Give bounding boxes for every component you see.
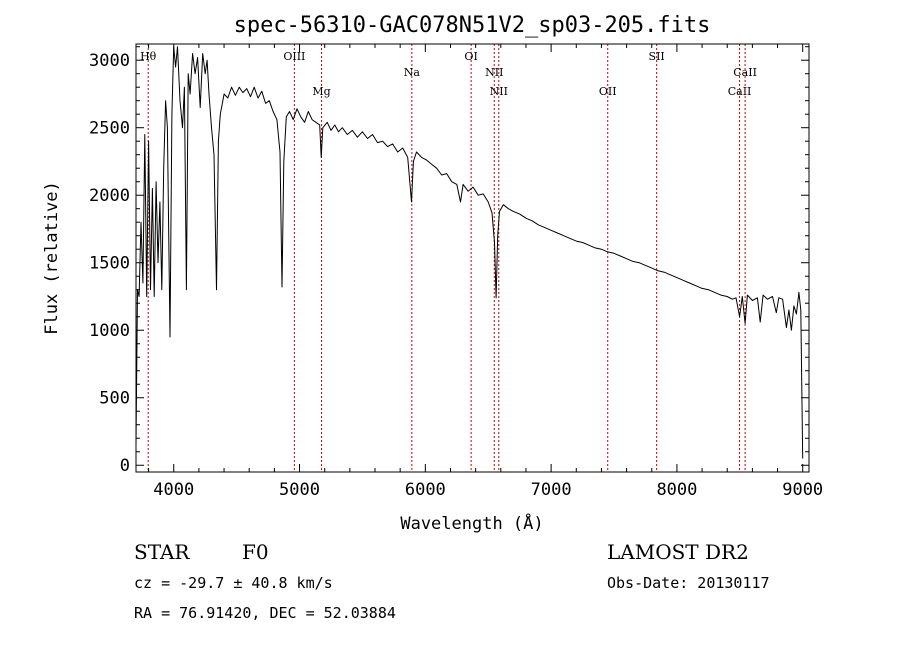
coordinates-label: RA = 76.91420, DEC = 52.03884: [134, 604, 396, 622]
annotation-label: CaII: [733, 66, 757, 79]
y-tick-label: 2000: [89, 186, 130, 206]
spectrum-series-layer: [135, 46, 804, 459]
y-axis-ticks: 0 500 1000 1500 2000 2500 3000: [89, 46, 809, 476]
x-tick-label: 9000: [782, 480, 823, 500]
obs-date-label: Obs-Date: 20130117: [607, 574, 770, 592]
object-class-label: STAR: [134, 540, 190, 564]
subclass-label: F0: [242, 540, 269, 564]
annotation-label: CaII: [728, 85, 752, 98]
spectrum-line: [135, 46, 804, 459]
x-tick-label: 5000: [279, 480, 320, 500]
y-tick-label: 500: [99, 389, 130, 409]
plot-frame: [135, 43, 810, 473]
annotation-label: Na: [404, 66, 421, 79]
x-axis-title: Wavelength (Å): [400, 512, 543, 534]
annotation-label: OI: [464, 50, 477, 63]
annotation-label: OIII: [283, 50, 305, 63]
x-tick-label: 6000: [405, 480, 446, 500]
x-tick-label: 7000: [531, 480, 572, 500]
annotation-label: NII: [485, 66, 503, 79]
annotation-label: Mg: [312, 85, 330, 98]
spectral-line-annotations: Hθ OIII Mg Na OI NII NII OII SII CaII CaII: [140, 44, 757, 472]
y-tick-label: 1000: [89, 321, 130, 341]
y-tick-label: 1500: [89, 254, 130, 274]
x-axis-ticks: 4000 5000 6000 7000 8000 9000: [148, 44, 823, 500]
y-tick-label: 3000: [89, 51, 130, 71]
y-tick-label: 2500: [89, 119, 130, 139]
annotation-label: OII: [599, 85, 617, 98]
x-tick-label: 8000: [656, 480, 697, 500]
y-tick-label: 0: [120, 456, 130, 476]
survey-label: LAMOST DR2: [607, 540, 749, 564]
chart-title: spec-56310-GAC078N51V2_sp03-205.fits: [234, 13, 711, 38]
redshift-label: cz = -29.7 ± 40.8 km/s: [134, 574, 333, 592]
y-axis-title: Flux (relative): [42, 181, 62, 335]
annotation-label: SII: [649, 50, 665, 63]
annotation-label: Hθ: [140, 50, 157, 63]
x-tick-label: 4000: [153, 480, 194, 500]
annotation-label: NII: [490, 85, 508, 98]
